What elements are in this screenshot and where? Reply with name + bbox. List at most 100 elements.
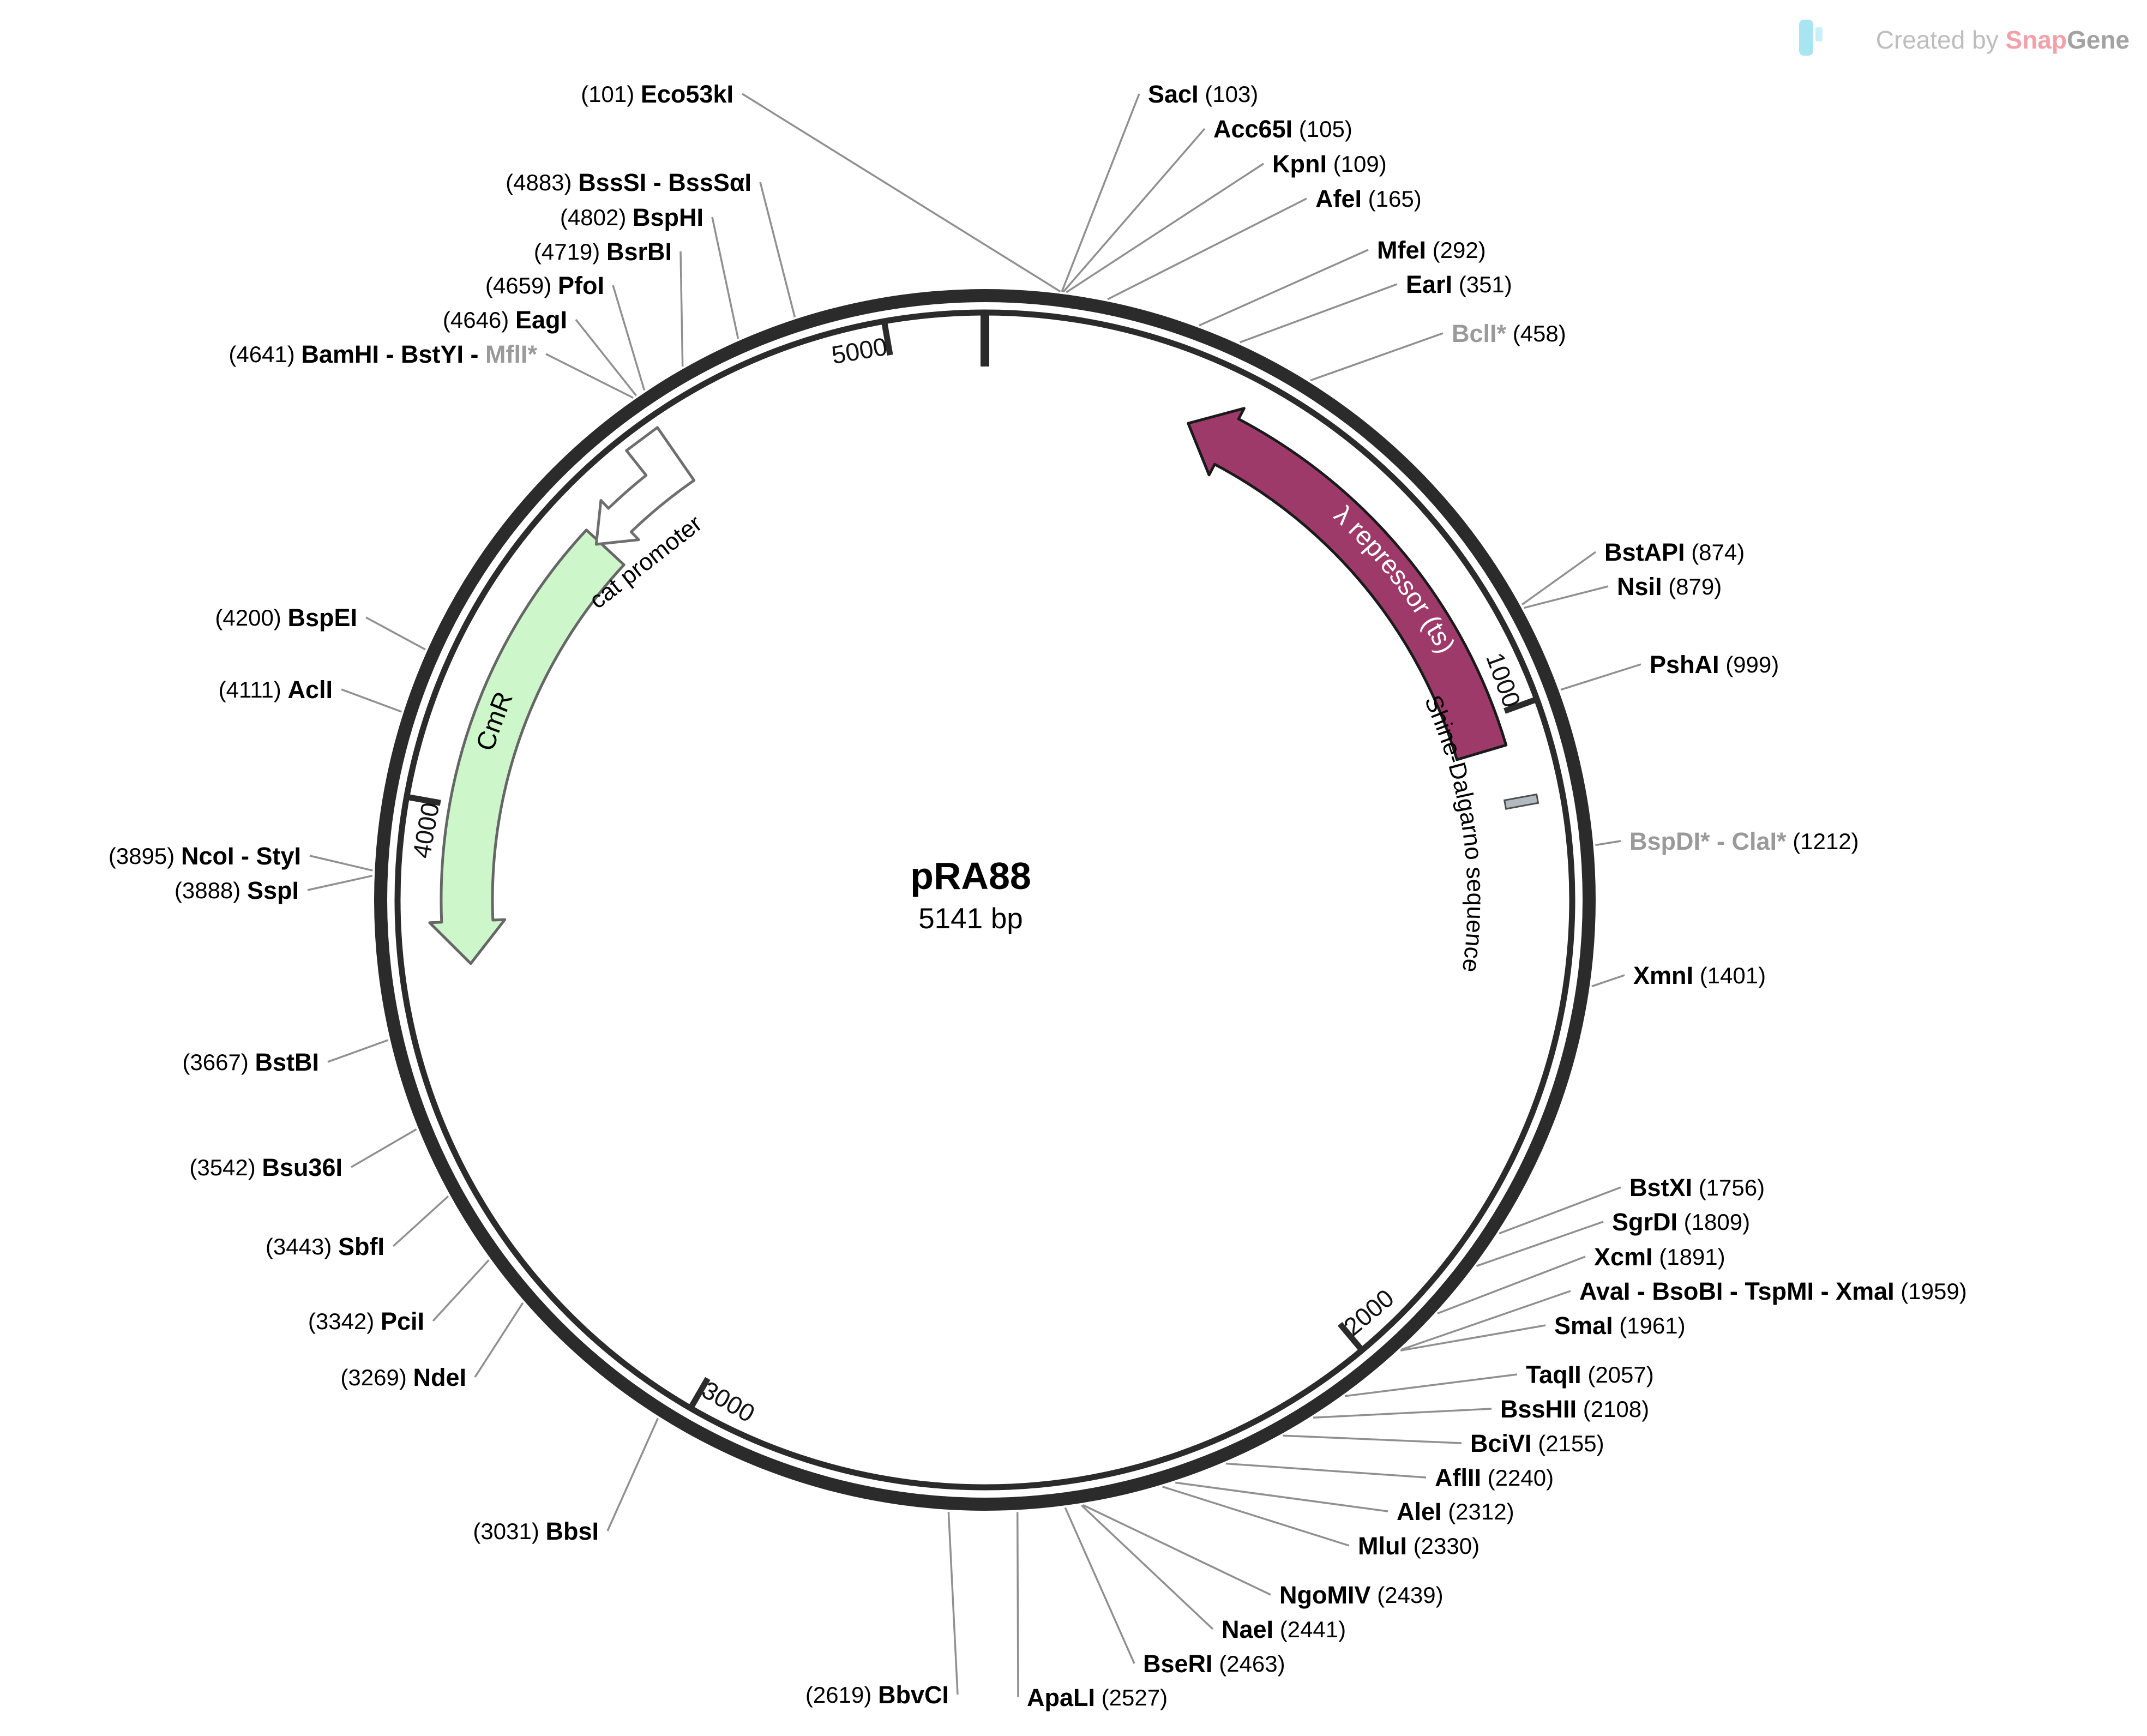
tick-5000 (881, 323, 893, 356)
site-label-nsii[interactable]: NsiI (879) (1617, 573, 1722, 600)
site-label-eagi[interactable]: (4646) EagI (443, 306, 567, 334)
plasmid-length: 5141 bp (918, 903, 1023, 935)
site-leader-line (474, 1302, 524, 1378)
tick-label-5000: 5000 (829, 332, 889, 370)
site-label-bseri[interactable]: BseRI (2463) (1143, 1650, 1285, 1678)
site-leader-line (392, 1196, 449, 1247)
watermark-text: Created by SnapGene (1876, 26, 2130, 54)
site-leader-line (1476, 1221, 1604, 1267)
site-leader-line (1175, 1481, 1388, 1512)
site-label-afei[interactable]: AfeI (165) (1315, 185, 1422, 213)
site-label-bspdi-clai[interactable]: BspDI* - ClaI* (1212) (1629, 827, 1859, 855)
site-label-bsphi[interactable]: (4802) BspHI (560, 203, 703, 231)
site-label-bcli[interactable]: BclI* (458) (1452, 320, 1566, 347)
site-leader-line (1400, 1324, 1546, 1352)
site-label-bbsi[interactable]: (3031) BbsI (473, 1517, 599, 1545)
watermark-brand-gene: Gene (2067, 26, 2130, 54)
site-leader-line (711, 217, 739, 339)
site-label-alei[interactable]: AleI (2312) (1397, 1498, 1514, 1525)
site-label-bspei[interactable]: (4200) BspEI (215, 604, 357, 632)
plasmid-title: pRA88 (910, 855, 1031, 897)
site-label-eco53ki[interactable]: (101) Eco53kI (581, 80, 733, 108)
site-label-pcii[interactable]: (3342) PciI (308, 1307, 424, 1335)
site-label-bsu36i[interactable]: (3542) Bsu36I (189, 1154, 342, 1181)
site-label-taqii[interactable]: TaqII (2057) (1526, 1361, 1654, 1389)
site-label-sgrdi[interactable]: SgrDI (1809) (1612, 1208, 1750, 1236)
site-labels: (101) Eco53kI SacI (103) Acc65I (105) KpnI … (109, 80, 1967, 1711)
site-label-xmni[interactable]: XmnI (1401) (1633, 962, 1766, 989)
site-leader-line (1313, 1408, 1492, 1419)
site-label-bamhi-bstyi-mfli[interactable]: (4641) BamHI - BstYI - MflI* (228, 340, 537, 368)
site-leader-line (351, 1128, 417, 1168)
site-leader-line (1082, 1504, 1271, 1596)
site-label-mfei[interactable]: MfeI (292) (1377, 236, 1486, 264)
site-label-ncoi-styi[interactable]: (3895) NcoI - StyI (109, 842, 301, 870)
site-leader-line (341, 688, 402, 713)
site-leader-line (606, 1417, 659, 1531)
site-label-bsrbi[interactable]: (4719) BsrBI (534, 238, 672, 266)
watermark-brand-snap: Snap (2005, 26, 2066, 54)
site-label-bstxi[interactable]: BstXI (1756) (1629, 1174, 1765, 1202)
site-label-saci[interactable]: SacI (103) (1148, 80, 1258, 108)
site-label-aflii[interactable]: AflII (2240) (1435, 1464, 1554, 1492)
site-leader-line (1521, 551, 1597, 605)
site-label-bstapi[interactable]: BstAPI (874) (1604, 538, 1745, 566)
site-leader-line (947, 1511, 959, 1695)
site-label-eari[interactable]: EarI (351) (1406, 271, 1512, 298)
site-leader-line (1080, 1504, 1214, 1630)
site-leader-line (1062, 128, 1206, 293)
site-label-smai[interactable]: SmaI (1961) (1554, 1312, 1686, 1339)
site-label-apali[interactable]: ApaLI (2527) (1027, 1684, 1168, 1711)
site-label-xcmi[interactable]: XcmI (1891) (1594, 1243, 1725, 1271)
site-leader-line (1437, 1256, 1586, 1314)
site-leader-line (309, 855, 373, 872)
site-label-acli[interactable]: (4111) AclI (219, 676, 333, 704)
site-label-ndei[interactable]: (3269) NdeI (340, 1363, 466, 1391)
site-leader-line (307, 874, 373, 891)
feature-cat-promoter[interactable] (594, 426, 696, 546)
site-leader-line (1107, 197, 1307, 301)
site-label-sbfi[interactable]: (3443) SbfI (266, 1233, 384, 1260)
site-label-kpni[interactable]: KpnI (109) (1272, 150, 1387, 178)
site-label-bsshii[interactable]: BssHII (2108) (1500, 1395, 1649, 1423)
snapgene-watermark: Created by SnapGene (1799, 20, 2130, 56)
site-leader-line (1523, 585, 1609, 609)
feature-shine-dalgarno-marker[interactable] (1503, 793, 1539, 810)
site-leader-line (1162, 1486, 1350, 1547)
site-label-ngomiv[interactable]: NgoMIV (2439) (1279, 1581, 1444, 1609)
site-label-acc65i[interactable]: Acc65I (105) (1213, 115, 1352, 143)
site-leader-line (1591, 974, 1625, 988)
feature-lambda-repressor[interactable] (1187, 407, 1508, 761)
site-leader-line (759, 182, 796, 317)
tick-2000 (1337, 1321, 1363, 1350)
site-label-bcivi[interactable]: BciVI (2155) (1470, 1429, 1604, 1457)
site-label-bstbi[interactable]: (3667) BstBI (182, 1048, 319, 1076)
site-label-pshai[interactable]: PshAI (999) (1650, 651, 1779, 678)
site-leader-line (1061, 93, 1140, 292)
site-leader-line (612, 285, 646, 391)
site-leader-line (1310, 332, 1444, 382)
site-leader-line (1595, 840, 1621, 846)
tick-3000 (689, 1377, 711, 1408)
backbone-circle (374, 289, 1596, 1511)
site-label-sspi[interactable]: (3888) SspI (175, 876, 299, 904)
feature-cmr[interactable] (428, 528, 626, 965)
snapgene-tube-icon (1799, 20, 1823, 56)
site-leader-line (1239, 283, 1398, 344)
backbone-inner-ring (394, 309, 1575, 1491)
site-leader-line (327, 1039, 389, 1063)
site-label-bsssi-bsssαi[interactable]: (4883) BssSI - BssSαI (506, 169, 751, 196)
site-leader-line (1344, 1373, 1518, 1397)
site-label-avai-bsobi-tspmi-xmai[interactable]: AvaI - BsoBI - TspMI - XmaI (1959) (1579, 1277, 1967, 1305)
site-leader-line (1225, 1462, 1427, 1479)
tick-4000 (408, 794, 441, 806)
lambda-repressor-label: λ repressor (ts) (1328, 500, 1460, 658)
site-label-naei[interactable]: NaeI (2441) (1222, 1615, 1346, 1643)
site-leader-line (1066, 163, 1264, 293)
site-leader-line (1064, 1507, 1135, 1664)
site-label-pfoi[interactable]: (4659) PfoI (485, 272, 604, 299)
site-leader-line (1198, 249, 1369, 327)
site-label-bbvci[interactable]: (2619) BbvCI (805, 1681, 949, 1709)
site-label-mlui[interactable]: MluI (2330) (1358, 1532, 1480, 1560)
